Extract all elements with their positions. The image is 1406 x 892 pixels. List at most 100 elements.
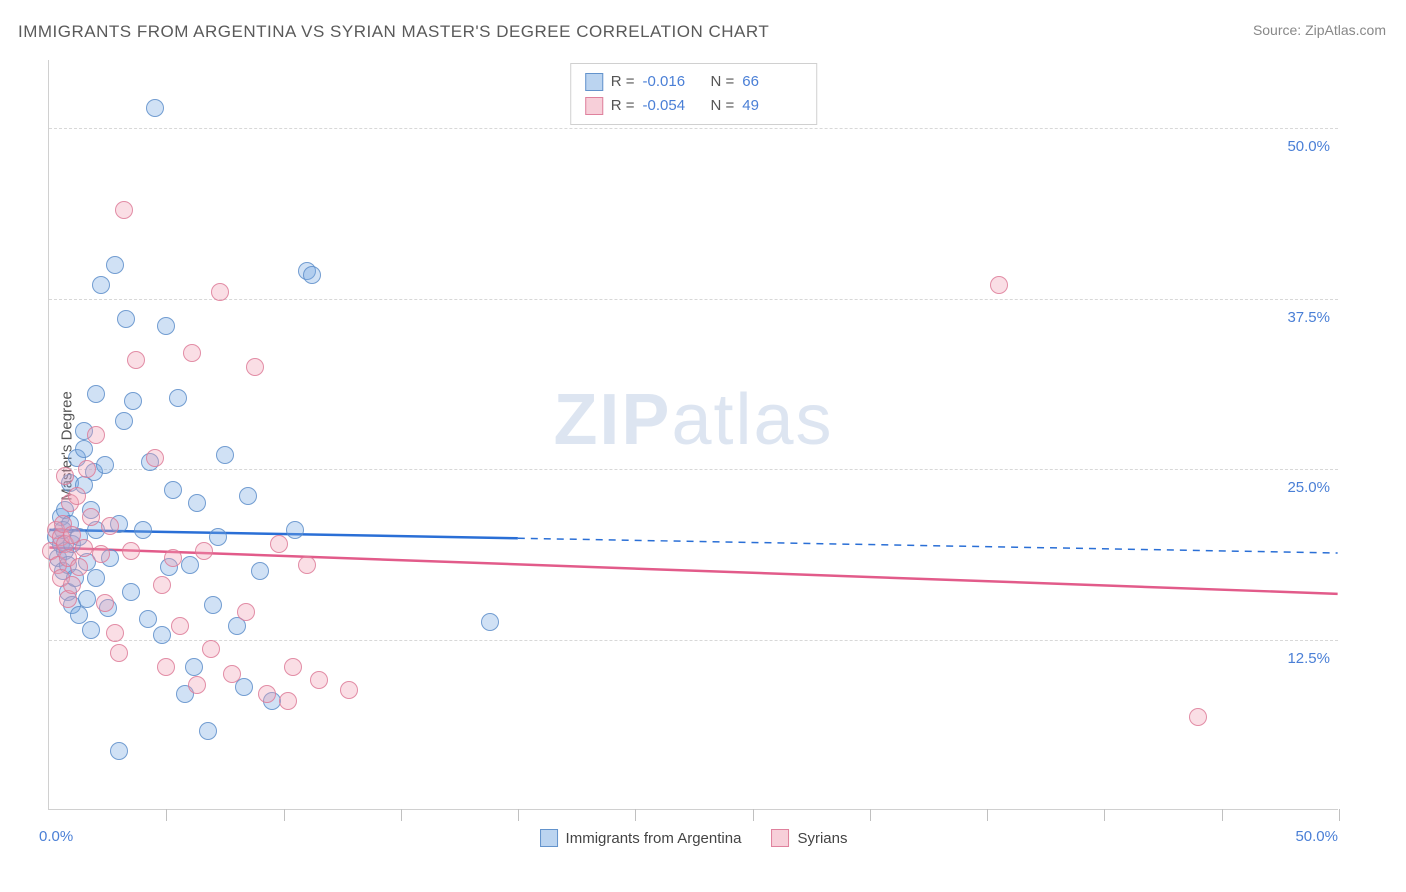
scatter-point-pink	[92, 545, 110, 563]
scatter-point-pink	[68, 487, 86, 505]
scatter-point-blue	[188, 494, 206, 512]
scatter-point-blue	[115, 412, 133, 430]
y-tick-label: 12.5%	[1287, 650, 1330, 667]
scatter-point-blue	[169, 389, 187, 407]
scatter-point-blue	[239, 487, 257, 505]
n-label: N =	[711, 94, 735, 118]
scatter-point-pink	[990, 276, 1008, 294]
scatter-point-pink	[96, 594, 114, 612]
watermark-atlas: atlas	[671, 380, 833, 460]
scatter-point-blue	[117, 310, 135, 328]
hgridline	[49, 128, 1338, 129]
scatter-point-blue	[209, 528, 227, 546]
x-tick	[635, 809, 636, 821]
swatch-pink	[771, 829, 789, 847]
legend-label-pink: Syrians	[797, 830, 847, 847]
n-label: N =	[711, 70, 735, 94]
scatter-point-pink	[237, 603, 255, 621]
scatter-point-pink	[115, 201, 133, 219]
y-tick-label: 50.0%	[1287, 138, 1330, 155]
scatter-point-blue	[303, 266, 321, 284]
scatter-point-pink	[211, 283, 229, 301]
scatter-point-pink	[195, 542, 213, 560]
trendlines-svg	[49, 60, 1338, 809]
swatch-pink	[585, 97, 603, 115]
source-label: Source: ZipAtlas.com	[1253, 22, 1386, 38]
scatter-point-pink	[284, 658, 302, 676]
scatter-point-pink	[279, 692, 297, 710]
scatter-point-pink	[101, 517, 119, 535]
scatter-point-pink	[258, 685, 276, 703]
y-tick-label: 25.0%	[1287, 479, 1330, 496]
scatter-point-blue	[251, 562, 269, 580]
scatter-point-pink	[164, 549, 182, 567]
hgridline	[49, 640, 1338, 641]
scatter-point-blue	[106, 256, 124, 274]
scatter-point-blue	[185, 658, 203, 676]
scatter-point-blue	[235, 678, 253, 696]
scatter-point-blue	[87, 385, 105, 403]
watermark: ZIPatlas	[553, 379, 833, 461]
x-tick	[1104, 809, 1105, 821]
x-tick	[518, 809, 519, 821]
scatter-point-pink	[171, 617, 189, 635]
scatter-point-pink	[202, 640, 220, 658]
scatter-point-blue	[181, 556, 199, 574]
scatter-point-pink	[153, 576, 171, 594]
legend-label-blue: Immigrants from Argentina	[566, 830, 742, 847]
scatter-point-pink	[146, 449, 164, 467]
legend-row-pink: R = -0.054 N = 49	[585, 94, 803, 118]
n-value-blue: 66	[742, 70, 802, 94]
x-tick	[987, 809, 988, 821]
scatter-point-blue	[216, 446, 234, 464]
x-label-left: 0.0%	[39, 828, 73, 845]
x-tick	[753, 809, 754, 821]
legend-item-blue: Immigrants from Argentina	[540, 829, 742, 847]
scatter-point-blue	[110, 742, 128, 760]
scatter-point-pink	[87, 426, 105, 444]
scatter-point-pink	[106, 624, 124, 642]
scatter-point-pink	[70, 558, 88, 576]
swatch-blue	[585, 73, 603, 91]
scatter-point-blue	[204, 596, 222, 614]
scatter-point-blue	[164, 481, 182, 499]
scatter-point-blue	[78, 590, 96, 608]
legend-item-pink: Syrians	[771, 829, 847, 847]
chart-title: IMMIGRANTS FROM ARGENTINA VS SYRIAN MAST…	[18, 22, 769, 42]
x-tick	[870, 809, 871, 821]
scatter-point-pink	[298, 556, 316, 574]
legend-row-blue: R = -0.016 N = 66	[585, 70, 803, 94]
scatter-point-blue	[286, 521, 304, 539]
scatter-point-pink	[340, 681, 358, 699]
r-value-pink: -0.054	[643, 94, 703, 118]
correlation-legend: R = -0.016 N = 66 R = -0.054 N = 49	[570, 63, 818, 125]
scatter-point-pink	[1189, 708, 1207, 726]
scatter-point-pink	[78, 460, 96, 478]
n-value-pink: 49	[742, 94, 802, 118]
scatter-point-pink	[270, 535, 288, 553]
scatter-point-pink	[246, 358, 264, 376]
scatter-point-pink	[82, 508, 100, 526]
scatter-point-blue	[157, 317, 175, 335]
scatter-point-blue	[199, 722, 217, 740]
scatter-point-pink	[188, 676, 206, 694]
scatter-point-blue	[139, 610, 157, 628]
scatter-point-pink	[122, 542, 140, 560]
x-tick	[1339, 809, 1340, 821]
scatter-point-pink	[157, 658, 175, 676]
scatter-point-pink	[75, 539, 93, 557]
scatter-point-pink	[63, 576, 81, 594]
scatter-point-blue	[134, 521, 152, 539]
x-tick	[1222, 809, 1223, 821]
scatter-point-pink	[183, 344, 201, 362]
r-label: R =	[611, 94, 635, 118]
scatter-point-blue	[96, 456, 114, 474]
scatter-point-blue	[82, 621, 100, 639]
scatter-point-blue	[122, 583, 140, 601]
scatter-point-blue	[124, 392, 142, 410]
scatter-point-pink	[56, 467, 74, 485]
scatter-point-pink	[310, 671, 328, 689]
swatch-blue	[540, 829, 558, 847]
r-value-blue: -0.016	[643, 70, 703, 94]
x-tick	[166, 809, 167, 821]
